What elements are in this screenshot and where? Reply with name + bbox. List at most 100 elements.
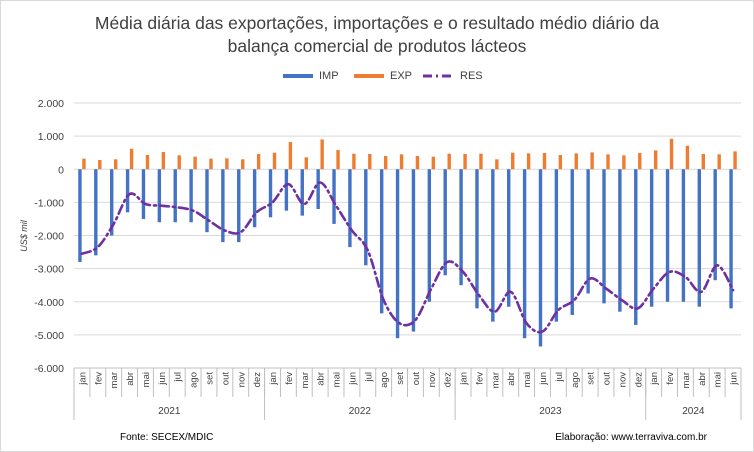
- legend-label-exp: EXP: [390, 70, 413, 82]
- x-tick-label: out: [220, 372, 231, 386]
- exp-bar: [145, 155, 150, 170]
- legend-label-res: RES: [460, 70, 483, 82]
- x-tick-label: dez: [443, 372, 454, 388]
- x-tick-label: mar: [109, 372, 120, 388]
- exp-bar: [653, 150, 658, 170]
- y-tick-label: -6.000: [34, 363, 64, 375]
- exp-bar: [241, 159, 245, 170]
- imp-bar: [507, 169, 511, 307]
- imp-bar: [125, 169, 130, 213]
- legend: IMP EXP RES: [0, 70, 754, 84]
- x-tick-label: nov: [427, 372, 438, 388]
- res-line: [80, 181, 735, 334]
- x-tick-label: abr: [125, 372, 136, 386]
- x-tick-label: nov: [617, 372, 628, 388]
- exp-bar: [669, 138, 674, 170]
- x-tick-label: jan: [77, 372, 88, 386]
- y-tick-label: -2.000: [34, 231, 64, 243]
- x-tick-label: jan: [459, 372, 470, 386]
- source-note: Fonte: SECEX/MDIC: [120, 432, 214, 443]
- imp-bar: [459, 169, 463, 286]
- x-tick-label: abr: [316, 372, 327, 386]
- x-tick-label: mai: [522, 372, 533, 387]
- x-tick-label: mar: [300, 372, 311, 388]
- imp-bar: [649, 169, 654, 307]
- y-tick-label: 0: [58, 164, 64, 176]
- exp-bar: [463, 154, 467, 170]
- exp-bar: [495, 159, 499, 170]
- x-tick-label: ago: [570, 372, 581, 388]
- year-label: 2022: [349, 406, 372, 417]
- x-tick-label: dez: [252, 372, 263, 388]
- exp-bar: [288, 142, 293, 170]
- imp-bar: [713, 169, 717, 281]
- y-tick-label: -4.000: [34, 297, 64, 309]
- imp-bar: [395, 169, 400, 339]
- x-tick-label: mai: [332, 372, 343, 387]
- chart-title-line1: Média diária das exportações, importaçõe…: [94, 13, 660, 33]
- exp-bar: [733, 151, 737, 170]
- imp-bar: [443, 169, 447, 276]
- exp-bar: [606, 154, 610, 170]
- exp-bar: [129, 148, 134, 170]
- legend-swatch-exp: [354, 74, 384, 78]
- imp-bar: [94, 169, 98, 256]
- x-tick-label: fev: [284, 372, 295, 385]
- imp-bar: [586, 169, 590, 294]
- imp-bar: [300, 169, 304, 216]
- x-tick-label: jul: [173, 372, 184, 383]
- exp-bar: [717, 154, 721, 170]
- x-tick-label: ago: [379, 372, 390, 388]
- exp-bar: [352, 153, 356, 170]
- imp-bar: [173, 169, 177, 223]
- imp-bar: [379, 169, 384, 314]
- exp-bar: [383, 156, 388, 170]
- chart-title-line2: balança comercial de produtos lácteos: [227, 36, 527, 56]
- x-tick-label: mai: [141, 372, 152, 387]
- x-tick-label: mar: [490, 372, 501, 388]
- x-tick-label: abr: [697, 372, 708, 386]
- y-axis-label: US$ mil: [19, 219, 29, 252]
- exp-bar: [336, 150, 340, 170]
- imp-bar: [157, 169, 162, 223]
- y-tick-label: -1.000: [34, 197, 64, 209]
- exp-bar: [574, 153, 578, 170]
- imp-bar: [237, 169, 241, 243]
- imp-bar: [205, 169, 209, 233]
- legend-swatch-imp: [283, 74, 313, 78]
- x-tick-label: jun: [157, 372, 168, 386]
- exp-bar: [399, 154, 404, 170]
- imp-bar: [411, 169, 416, 332]
- imp-bar: [522, 169, 527, 339]
- imp-bar: [570, 169, 574, 315]
- x-tick-label: jan: [268, 372, 279, 386]
- x-tick-label: jan: [649, 372, 660, 386]
- imp-bar: [665, 169, 670, 302]
- exp-bar: [590, 152, 594, 170]
- x-tick-label: set: [204, 372, 215, 385]
- x-tick-label: set: [395, 372, 406, 385]
- imp-bar: [110, 169, 114, 236]
- exp-bar: [526, 153, 531, 170]
- y-tick-label: 2.000: [38, 98, 64, 110]
- year-label: 2024: [682, 406, 705, 417]
- exp-bar: [256, 154, 261, 170]
- imp-bar: [681, 169, 686, 302]
- imp-bar: [538, 169, 543, 347]
- exp-bar: [558, 155, 563, 170]
- year-label: 2023: [539, 406, 562, 417]
- x-tick-label: fev: [474, 372, 485, 385]
- imp-bar: [364, 169, 368, 266]
- imp-bar: [332, 169, 336, 224]
- imp-bar: [78, 169, 82, 262]
- x-tick-label: dez: [633, 372, 644, 388]
- x-tick-label: out: [602, 372, 613, 386]
- exp-bar: [415, 156, 420, 170]
- imp-bar: [618, 169, 622, 312]
- legend-item-imp: IMP: [283, 70, 339, 82]
- exp-bar: [114, 159, 118, 170]
- x-tick-label: jul: [554, 372, 565, 383]
- year-label: 2021: [158, 406, 181, 417]
- exp-bar: [479, 153, 483, 170]
